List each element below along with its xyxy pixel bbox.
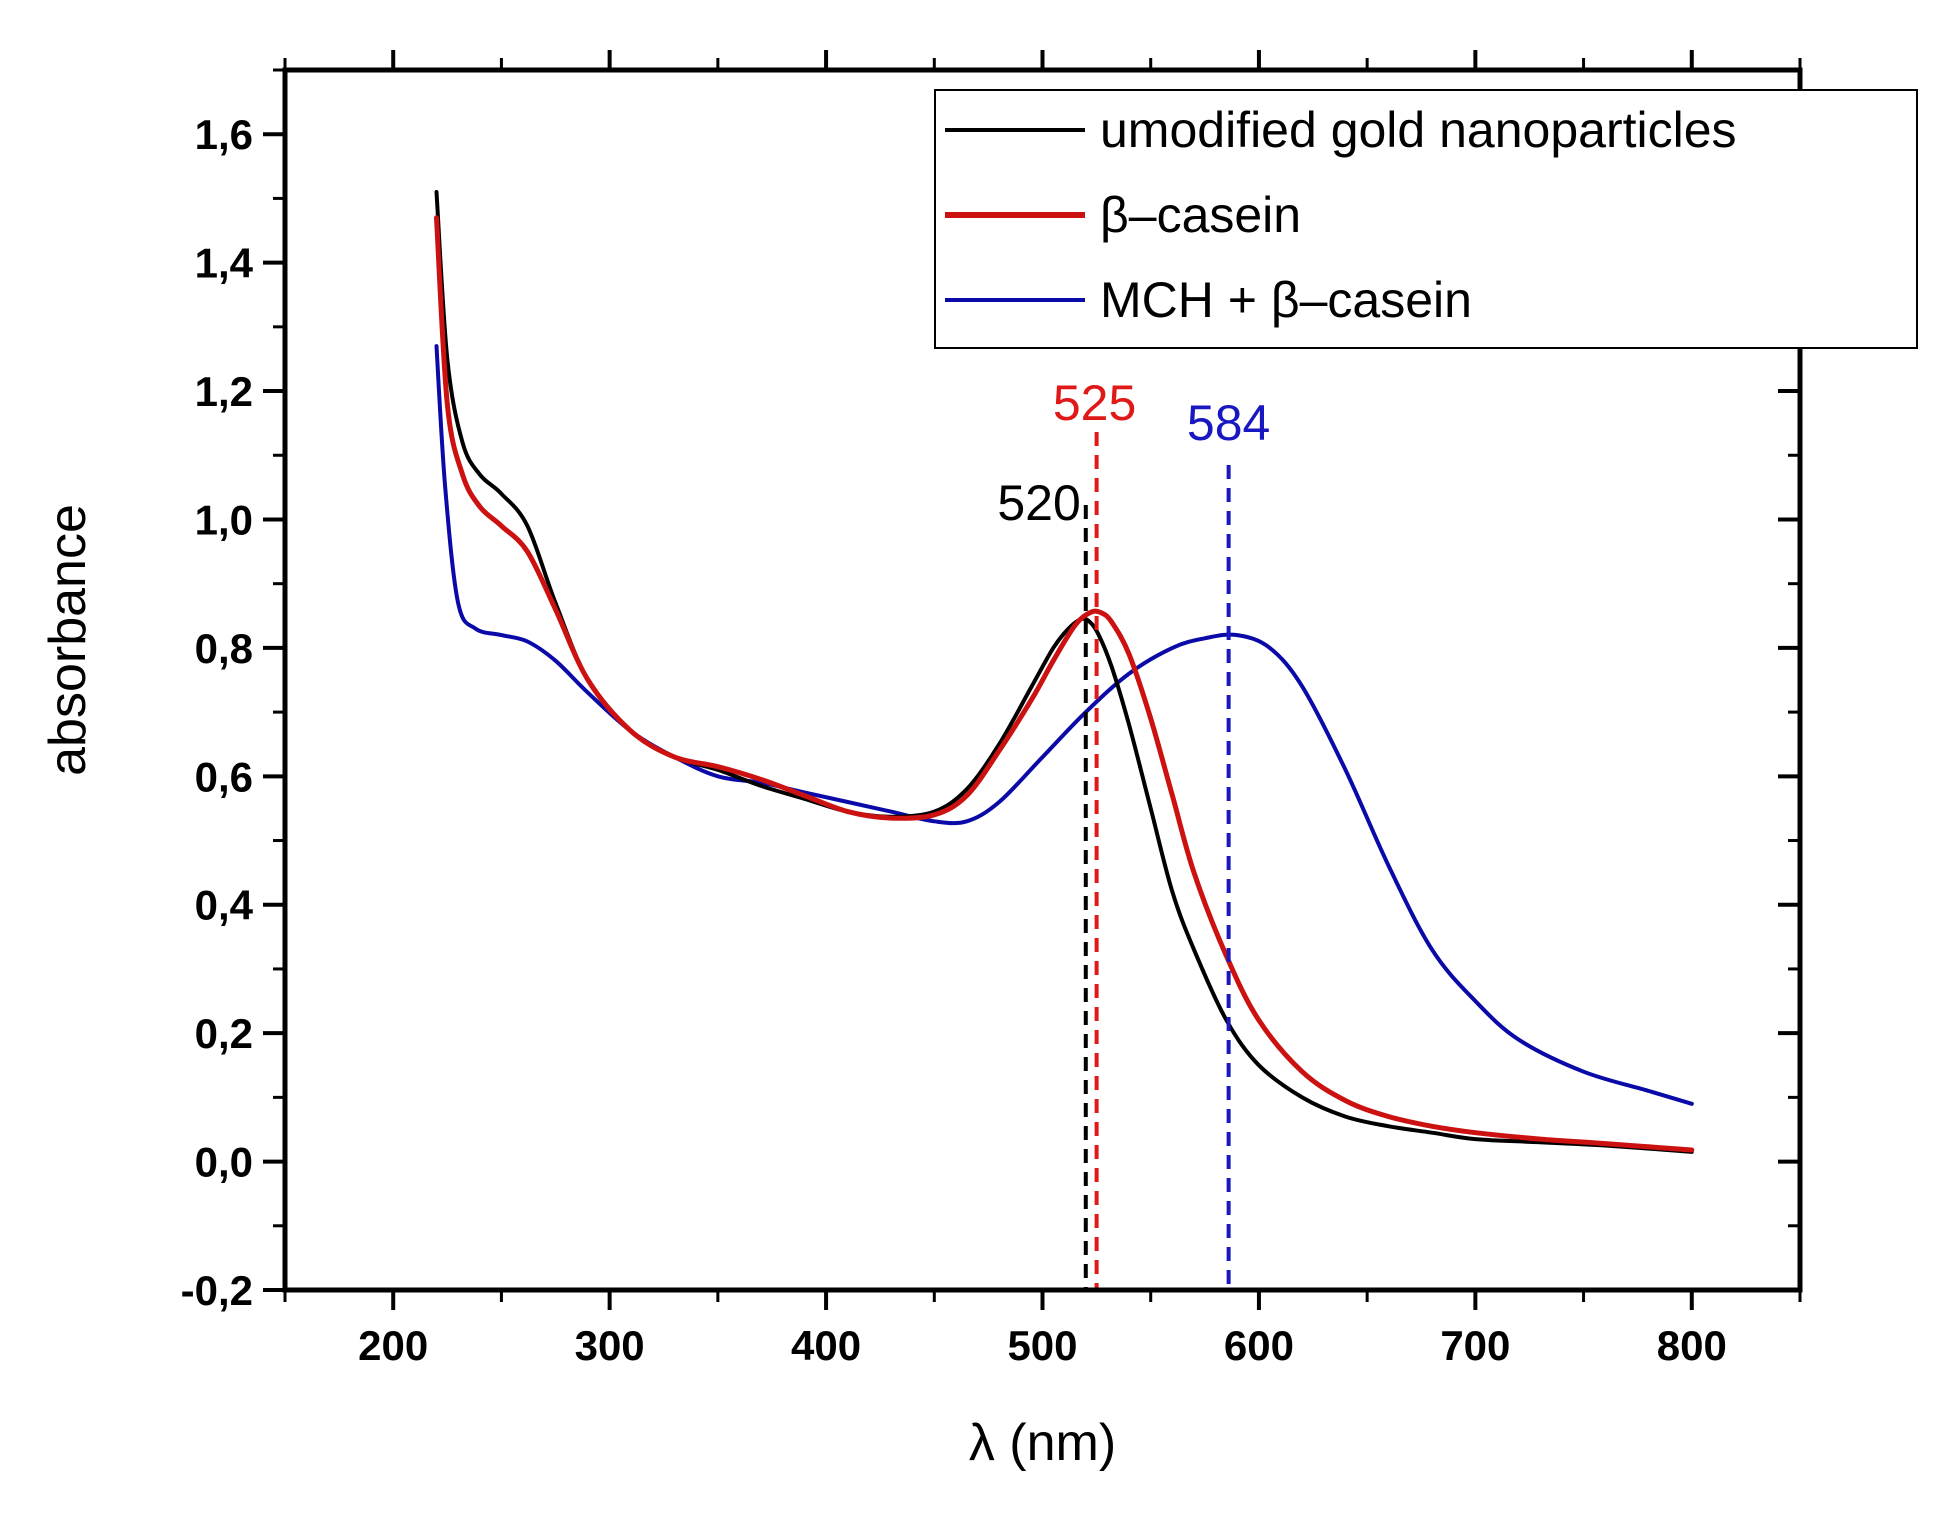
x-axis-title: λ (nm) bbox=[969, 1414, 1116, 1472]
y-axis-title: absorbance bbox=[39, 504, 97, 776]
peak-label-525: 525 bbox=[1053, 375, 1136, 431]
plot-frame bbox=[282, 67, 1803, 1293]
y-tick-label: -0,2 bbox=[181, 1267, 253, 1314]
peak-label-584: 584 bbox=[1187, 395, 1270, 451]
y-tick-label: 1,4 bbox=[195, 240, 254, 287]
x-tick-label: 500 bbox=[1007, 1322, 1077, 1369]
legend-label-beta-casein: β–casein bbox=[1100, 187, 1301, 243]
series-layer bbox=[434, 190, 1695, 1154]
annotation-layer: 520 525 584 bbox=[997, 375, 1270, 1290]
series-line-unmodified bbox=[434, 190, 1694, 1154]
x-tick-label: 800 bbox=[1657, 1322, 1727, 1369]
x-tick-label: 400 bbox=[791, 1322, 861, 1369]
y-tick-label: 1,6 bbox=[195, 111, 253, 158]
x-tick-label: 200 bbox=[358, 1322, 428, 1369]
legend: umodified gold nanoparticles β–casein MC… bbox=[934, 89, 1918, 349]
legend-label-unmodified: umodified gold nanoparticles bbox=[1100, 102, 1737, 158]
y-tick-label: 0,6 bbox=[195, 753, 253, 800]
y-tick-label: 0,8 bbox=[195, 625, 253, 672]
y-tick-label: 0,0 bbox=[195, 1139, 253, 1186]
y-tick-label: 0,4 bbox=[195, 882, 254, 929]
x-tick-label: 300 bbox=[575, 1322, 645, 1369]
x-tick-label: 600 bbox=[1224, 1322, 1294, 1369]
x-tick-label: 700 bbox=[1440, 1322, 1510, 1369]
y-tick-label: 0,2 bbox=[195, 1010, 253, 1057]
y-tick-label: 1,0 bbox=[195, 496, 253, 543]
y-tick-label: 1,2 bbox=[195, 368, 253, 415]
tick-labels: 200 300 400 500 600 700 800 -0,2 0,0 0,2 0,4 0,6 0,8… bbox=[181, 111, 1727, 1369]
series-line-beta-casein bbox=[434, 215, 1695, 1153]
legend-label-mch-beta-casein: MCH + β–casein bbox=[1100, 272, 1472, 328]
series-line-mch-beta-casein bbox=[434, 344, 1694, 1106]
peak-label-520: 520 bbox=[997, 475, 1080, 531]
legend-box bbox=[934, 89, 1918, 349]
